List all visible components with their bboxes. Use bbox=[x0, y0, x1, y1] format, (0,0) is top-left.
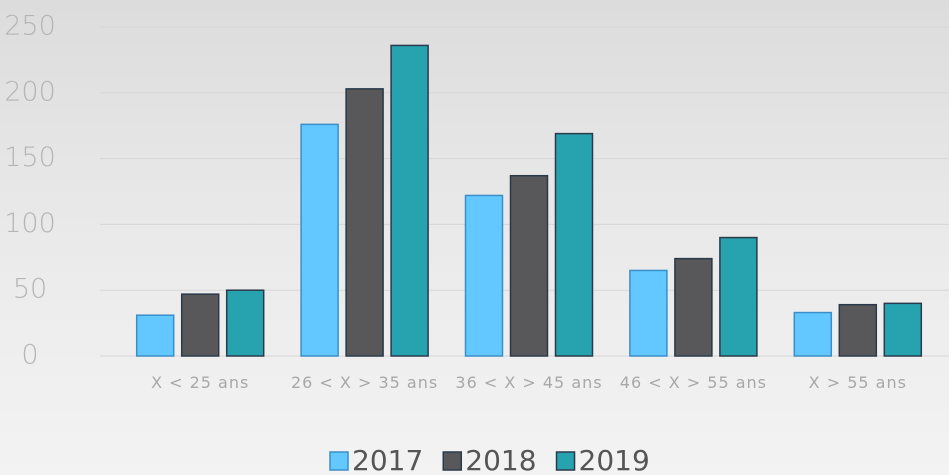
bar bbox=[554, 132, 594, 357]
x-tick-label: X < 25 ans bbox=[151, 373, 250, 392]
bar bbox=[345, 88, 384, 357]
legend-label: 2017 bbox=[352, 444, 423, 475]
y-tick-label: 150 bbox=[4, 142, 56, 173]
y-tick-label: 50 bbox=[13, 274, 47, 305]
bar bbox=[180, 293, 220, 357]
bar bbox=[509, 174, 549, 357]
legend-label: 2018 bbox=[465, 444, 536, 475]
bar bbox=[300, 123, 339, 357]
x-tick-label: 26 < X > 35 ans bbox=[290, 373, 439, 392]
legend-swatch bbox=[442, 451, 463, 471]
y-tick-label: 100 bbox=[4, 208, 56, 239]
y-tick-label: 250 bbox=[4, 11, 56, 42]
legend-swatch bbox=[329, 451, 349, 471]
bar bbox=[225, 289, 265, 357]
bar bbox=[629, 269, 668, 357]
legend-label: 2019 bbox=[579, 444, 650, 475]
x-tick-label: X > 55 ans bbox=[808, 373, 907, 392]
bar bbox=[838, 303, 878, 357]
bar bbox=[793, 311, 833, 357]
bar bbox=[883, 302, 923, 357]
bar bbox=[719, 236, 758, 357]
bar bbox=[464, 194, 504, 357]
bar bbox=[390, 44, 429, 357]
bar bbox=[135, 314, 175, 357]
y-tick-label: 0 bbox=[21, 340, 38, 371]
x-tick-label: 46 < X > 55 ans bbox=[619, 373, 767, 392]
x-tick-label: 36 < X > 45 ans bbox=[455, 373, 603, 392]
legend-swatch bbox=[555, 451, 576, 471]
y-tick-label: 200 bbox=[4, 76, 56, 107]
bar bbox=[674, 257, 713, 357]
